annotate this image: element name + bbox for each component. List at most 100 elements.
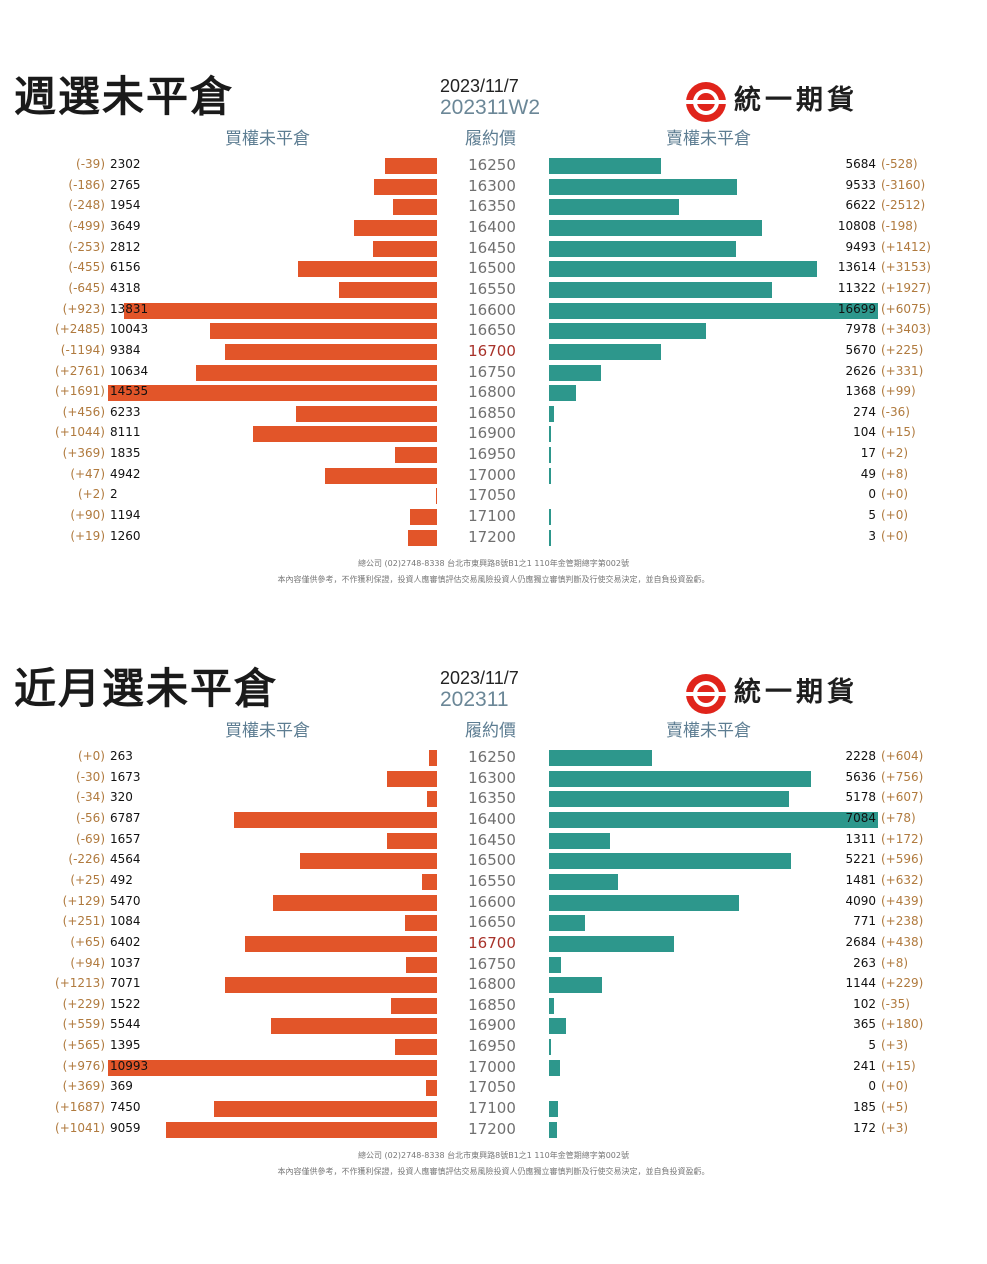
put-oi-change: (+8) <box>881 466 909 481</box>
put-oi-change: (+6075) <box>881 301 931 316</box>
strike-row: (-56) 6787 16400 7084 (+78) <box>0 810 987 830</box>
strike-price: 17000 <box>468 1057 516 1076</box>
put-oi-bar <box>549 509 551 526</box>
call-oi-value: 7450 <box>110 1100 141 1115</box>
strike-row: (+1687) 7450 17100 185 (+5) <box>0 1099 987 1119</box>
put-oi-bar <box>549 956 562 973</box>
put-oi-bar <box>549 791 790 808</box>
call-oi-value: 1657 <box>110 831 141 846</box>
brand-name: 統一期貨 <box>734 85 858 116</box>
put-oi-change: (+180) <box>881 1017 924 1032</box>
call-oi-bar <box>422 873 437 890</box>
call-oi-value: 2 <box>110 487 118 502</box>
strike-price: 16850 <box>468 995 516 1014</box>
strike-row: (+2) 2 17050 0 (+0) <box>0 486 987 506</box>
call-oi-change: (+456) <box>62 404 105 419</box>
put-oi-change: (+172) <box>881 831 924 846</box>
call-oi-bar <box>108 1059 437 1076</box>
put-oi-bar <box>549 405 555 422</box>
strike-row: (-186) 2765 16300 9533 (-3160) <box>0 177 987 197</box>
call-oi-bar <box>295 405 437 422</box>
put-oi-bar <box>549 1101 558 1118</box>
put-oi-value: 13614 <box>837 260 876 275</box>
call-oi-value: 1522 <box>110 996 141 1011</box>
put-oi-change: (+15) <box>881 1058 916 1073</box>
call-oi-value: 5470 <box>110 893 141 908</box>
call-oi-value: 492 <box>110 872 133 887</box>
put-oi-value: 11322 <box>837 280 876 295</box>
put-oi-value: 185 <box>853 1100 876 1115</box>
put-oi-change: (+3403) <box>881 322 931 337</box>
call-oi-value: 1037 <box>110 955 141 970</box>
call-oi-value: 6402 <box>110 934 141 949</box>
call-oi-value: 4318 <box>110 280 141 295</box>
put-oi-change: (-528) <box>881 157 918 171</box>
call-oi-value: 10043 <box>110 322 149 337</box>
put-oi-bar <box>549 240 737 257</box>
call-oi-change: (-248) <box>68 198 105 213</box>
call-oi-bar <box>374 178 437 195</box>
put-oi-value: 172 <box>853 1120 876 1135</box>
panel-date: 2023/11/7 <box>440 668 519 688</box>
strike-price: 17100 <box>468 1099 516 1118</box>
put-oi-change: (+438) <box>881 934 924 949</box>
call-oi-change: (+1044) <box>55 425 105 440</box>
strike-price: 16450 <box>468 830 516 849</box>
strike-price: 16950 <box>468 445 516 464</box>
put-oi-value: 16699 <box>837 301 876 316</box>
put-oi-change: (+596) <box>881 852 924 867</box>
put-oi-change: (+1412) <box>881 239 931 254</box>
strike-row: (+2485) 10043 16650 7978 (+3403) <box>0 321 987 341</box>
put-oi-change: (+331) <box>881 363 924 378</box>
call-oi-value: 9384 <box>110 342 141 357</box>
put-oi-value: 2626 <box>845 363 876 378</box>
put-oi-value: 2228 <box>845 749 876 763</box>
call-oi-change: (-499) <box>68 218 105 233</box>
contract-code: 202311W2 <box>440 96 541 119</box>
call-oi-value: 2765 <box>110 177 141 192</box>
strike-price: 16800 <box>468 975 516 994</box>
put-oi-value: 17 <box>860 446 876 461</box>
call-oi-value: 2302 <box>110 157 141 171</box>
put-oi-value: 3 <box>868 528 876 543</box>
put-oi-value: 49 <box>860 466 876 481</box>
put-oi-value: 771 <box>853 914 876 929</box>
strike-row: (+251) 1084 16650 771 (+238) <box>0 913 987 933</box>
call-oi-change: (+25) <box>70 872 105 887</box>
put-oi-change: (+8) <box>881 955 909 970</box>
call-oi-bar <box>354 219 437 236</box>
call-oi-change: (-226) <box>68 852 105 867</box>
call-oi-bar <box>395 447 437 464</box>
call-oi-bar <box>325 467 437 484</box>
call-oi-value: 369 <box>110 1079 133 1094</box>
put-oi-change: (-36) <box>881 404 910 419</box>
put-oi-bar <box>549 447 551 464</box>
call-oi-bar <box>436 488 437 505</box>
put-oi-value: 263 <box>853 955 876 970</box>
call-oi-value: 1835 <box>110 446 141 461</box>
strike-row: (+94) 1037 16750 263 (+8) <box>0 955 987 975</box>
put-oi-change: (+3) <box>881 1120 909 1135</box>
put-oi-value: 5221 <box>845 852 876 867</box>
contract-code: 202311 <box>440 688 509 711</box>
put-oi-value: 241 <box>853 1058 876 1073</box>
put-oi-bar <box>549 1018 566 1035</box>
put-oi-value: 102 <box>853 996 876 1011</box>
strike-row: (+19) 1260 17200 3 (+0) <box>0 528 987 548</box>
call-oi-bar <box>245 935 437 952</box>
strike-price: 16800 <box>468 383 516 402</box>
strike-price: 16900 <box>468 1016 516 1035</box>
strike-price: 17050 <box>468 1078 516 1097</box>
put-oi-change: (+3153) <box>881 260 931 275</box>
call-oi-value: 4564 <box>110 852 141 867</box>
put-oi-value: 365 <box>853 1017 876 1032</box>
strike-row: (+47) 4942 17000 49 (+8) <box>0 466 987 486</box>
call-oi-bar <box>196 364 437 381</box>
strike-price: 17000 <box>468 465 516 484</box>
put-oi-bar <box>549 529 551 546</box>
strike-price: 16650 <box>468 913 516 932</box>
call-oi-change: (-30) <box>76 769 105 784</box>
call-oi-change: (+47) <box>70 466 105 481</box>
call-oi-bar <box>253 426 437 443</box>
call-oi-bar <box>408 529 437 546</box>
